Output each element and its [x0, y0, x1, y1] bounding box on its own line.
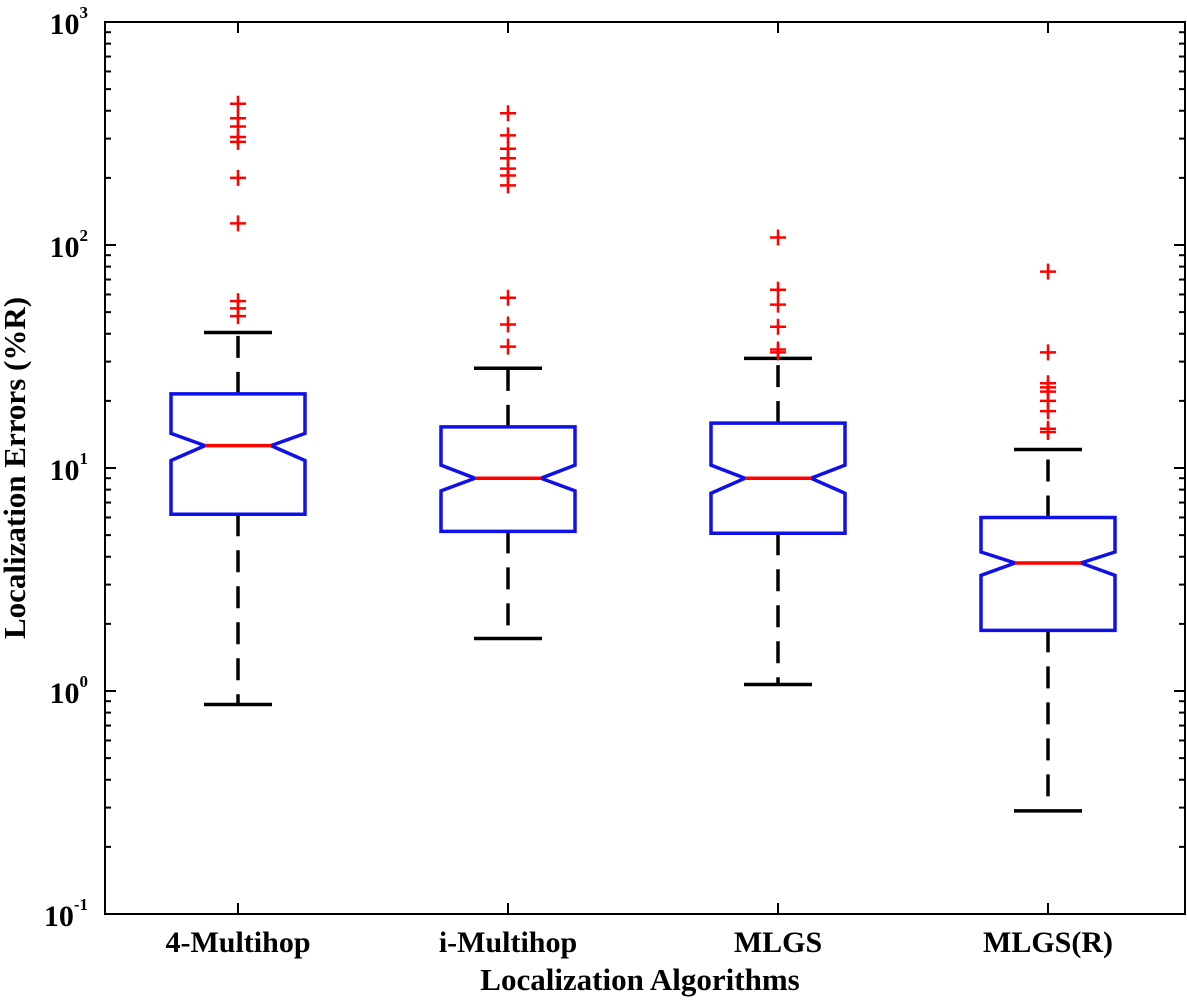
y-tick-label: 103	[50, 3, 89, 41]
outlier-marker	[770, 341, 786, 358]
y-tick-label: 101	[50, 449, 89, 487]
outlier-marker	[500, 127, 516, 144]
outlier-marker	[230, 215, 246, 232]
outlier-marker	[230, 110, 246, 127]
x-tick-label: 4-Multihop	[165, 926, 310, 959]
outlier-marker	[1040, 263, 1056, 280]
outlier-marker	[230, 293, 246, 310]
outlier-marker	[500, 316, 516, 333]
notched-box	[979, 515, 1117, 633]
outlier-marker	[770, 318, 786, 335]
outlier-marker	[230, 95, 246, 112]
outlier-marker	[770, 296, 786, 313]
outlier-marker	[770, 281, 786, 298]
outlier-marker	[230, 169, 246, 186]
outlier-marker	[770, 229, 786, 246]
y-tick-label: 100	[50, 672, 89, 710]
x-tick-label: MLGS	[734, 926, 822, 959]
outlier-marker	[500, 289, 516, 306]
outlier-marker	[500, 105, 516, 122]
x-tick-label: i-Multihop	[439, 926, 577, 959]
outlier-marker	[500, 338, 516, 355]
x-axis-title: Localization Algorithms	[480, 962, 799, 997]
outlier-marker	[1040, 420, 1056, 437]
y-tick-label: 102	[50, 226, 89, 264]
y-tick-label: 10-1	[44, 895, 88, 933]
y-axis-title: Localization Errors (%R)	[0, 297, 32, 639]
outlier-marker	[1040, 375, 1056, 392]
outlier-marker	[1040, 344, 1056, 361]
notched-box	[169, 392, 307, 517]
plot-area: 10-1 100 101 102 103 4-Multihop i-Multihop MLGS…	[44, 3, 1186, 959]
x-tick-label: MLGS(R)	[983, 926, 1113, 959]
outlier-marker	[500, 140, 516, 157]
